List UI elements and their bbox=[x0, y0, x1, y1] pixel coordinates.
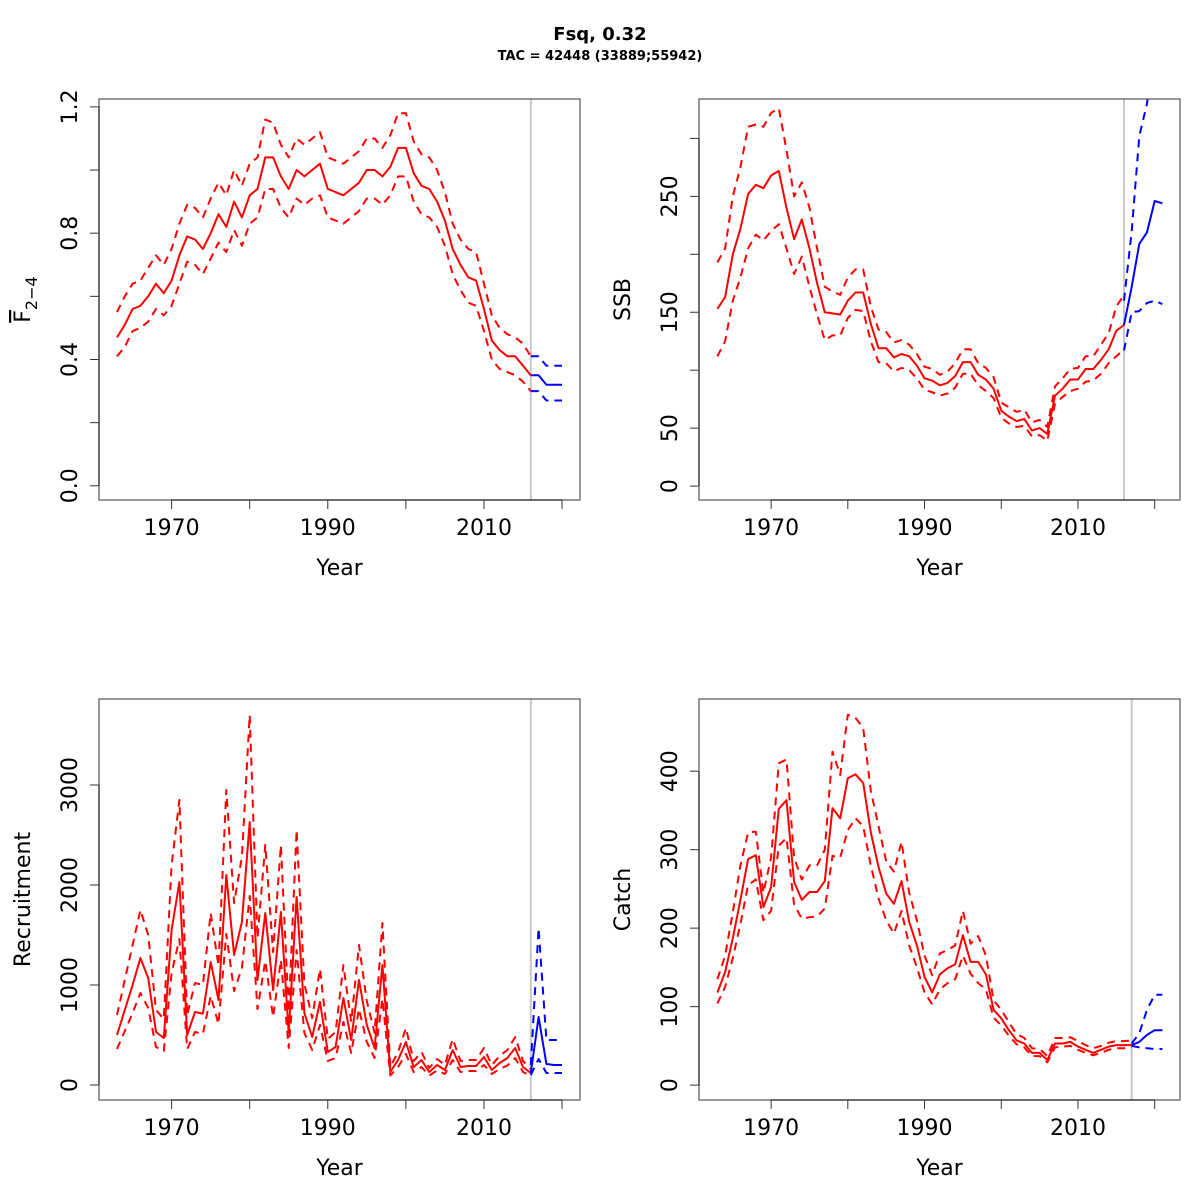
x-tick-label: 1970 bbox=[743, 1116, 799, 1141]
y-tick-label: 200 bbox=[658, 907, 683, 949]
y-tick-label: 0.8 bbox=[58, 216, 83, 251]
x-tick-label: 2010 bbox=[456, 516, 512, 541]
y-axis-label-main: F bbox=[11, 310, 36, 323]
y-axis-label: SSB bbox=[611, 278, 636, 321]
y-tick-label: 300 bbox=[658, 829, 683, 871]
y-tick-label: 1.2 bbox=[58, 89, 83, 124]
x-axis-label: Year bbox=[915, 1156, 964, 1181]
projection-lower-line bbox=[530, 390, 562, 402]
y-tick-label: 250 bbox=[658, 175, 683, 217]
panel-ssb: 1970 1990 2010 Year 0 50 150 250 SSB bbox=[611, 98, 1181, 581]
x-tick-label: 2010 bbox=[1050, 1116, 1106, 1141]
x-tick-label: 1990 bbox=[300, 1116, 356, 1141]
y-axis-label: F2−4 bbox=[11, 276, 41, 322]
plot-frame bbox=[698, 698, 1181, 1101]
panel-recruitment: 1970 1990 2010 Year 0 1000 2000 3000 Recruitment bbox=[11, 698, 581, 1181]
x-tick-label: 1970 bbox=[743, 516, 799, 541]
y-tick-label: 100 bbox=[658, 986, 683, 1028]
projection-lower-line bbox=[1123, 299, 1163, 351]
plot-frame bbox=[698, 98, 1181, 501]
projection-mean-line bbox=[1131, 1029, 1163, 1047]
figure-subtitle: TAC = 42448 (33889;55942) bbox=[498, 49, 703, 64]
historic-lower-line bbox=[716, 223, 1125, 442]
plot-frame bbox=[98, 698, 581, 1101]
historic-lower-line bbox=[116, 895, 532, 1077]
historic-upper-line bbox=[116, 112, 532, 357]
x-tick-label: 1990 bbox=[897, 516, 953, 541]
x-axis-label: Year bbox=[915, 556, 964, 581]
y-axis-label-subscript: 2−4 bbox=[22, 276, 41, 310]
historic-mean-line bbox=[116, 146, 532, 376]
x-axis-label: Year bbox=[315, 1156, 364, 1181]
y-tick-label: 150 bbox=[658, 291, 683, 333]
y-tick-label: 50 bbox=[658, 414, 683, 442]
series-group bbox=[716, 713, 1163, 1064]
y-tick-label: 0.4 bbox=[58, 342, 83, 377]
x-tick-label: 1970 bbox=[144, 1116, 200, 1141]
historic-upper-line bbox=[716, 713, 1132, 1058]
projection-upper-line bbox=[530, 355, 562, 367]
x-tick-label: 2010 bbox=[1050, 516, 1106, 541]
x-tick-label: 2010 bbox=[456, 1116, 512, 1141]
x-tick-label: 1990 bbox=[300, 516, 356, 541]
y-tick-label: 0 bbox=[658, 479, 683, 493]
historic-upper-line bbox=[716, 107, 1125, 428]
projection-mean-line bbox=[530, 374, 562, 386]
historic-lower-line bbox=[116, 175, 532, 392]
plot-frame bbox=[98, 98, 581, 501]
historic-upper-line bbox=[116, 714, 532, 1070]
projection-upper-line bbox=[1123, 99, 1149, 301]
projection-upper-line bbox=[1130, 993, 1163, 1045]
figure-title: Fsq, 0.32 bbox=[553, 24, 646, 45]
panel-catch: 1970 1990 2010 Year 0 100 200 300 400 Catch bbox=[611, 698, 1181, 1181]
panel-f: 1970 1990 2010 Year 0.0 0.4 0.8 1.2 F2−4 bbox=[11, 89, 581, 581]
y-tick-label: 3000 bbox=[58, 757, 83, 813]
historic-mean-line bbox=[116, 821, 532, 1074]
y-tick-label: 400 bbox=[658, 750, 683, 792]
series-group bbox=[116, 112, 562, 402]
projection-lower-line bbox=[529, 1058, 562, 1076]
series-group bbox=[116, 714, 562, 1077]
projection-lower-line bbox=[1131, 1044, 1163, 1050]
series-group bbox=[716, 99, 1163, 442]
x-tick-label: 1990 bbox=[897, 1116, 953, 1141]
x-axis-label: Year bbox=[315, 556, 364, 581]
x-tick-label: 1970 bbox=[144, 516, 200, 541]
y-axis-label: Catch bbox=[611, 868, 636, 932]
y-tick-label: 0 bbox=[658, 1078, 683, 1092]
y-tick-label: 0 bbox=[58, 1078, 83, 1092]
historic-mean-line bbox=[716, 169, 1125, 435]
panels: 1970 1990 2010 Year 0.0 0.4 0.8 1.2 F2−4 1970 1990… bbox=[11, 89, 1181, 1181]
y-tick-label: 2000 bbox=[58, 857, 83, 913]
y-tick-label: 0.0 bbox=[58, 468, 83, 503]
historic-lower-line bbox=[716, 817, 1132, 1064]
y-tick-label: 1000 bbox=[58, 957, 83, 1013]
historic-mean-line bbox=[716, 773, 1132, 1061]
y-axis-label: Recruitment bbox=[11, 832, 36, 968]
projection-mean-line bbox=[529, 1016, 562, 1074]
projection-upper-line bbox=[529, 927, 562, 1066]
projection-mean-line bbox=[1123, 200, 1163, 326]
